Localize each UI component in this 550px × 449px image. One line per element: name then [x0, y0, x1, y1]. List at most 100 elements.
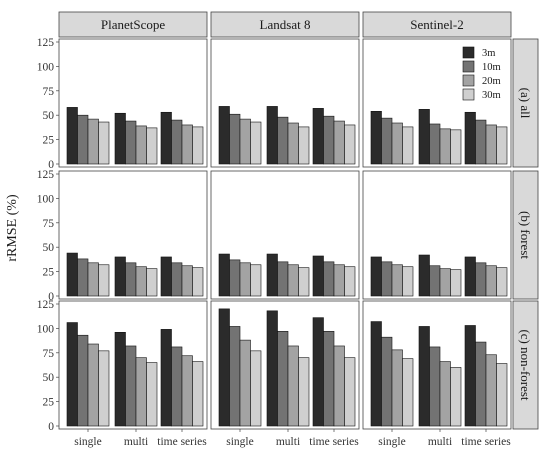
bar-10m-time-series [475, 341, 487, 427]
row-strip-bg [512, 300, 539, 430]
bar-10m-single [77, 258, 89, 297]
legend-label-10m: 10m [482, 62, 501, 73]
bar-30m-time-series [192, 126, 204, 165]
legend-swatch-10m [462, 60, 475, 73]
bar-20m-multi [439, 361, 451, 427]
bar-3m-multi [418, 109, 430, 165]
bar-10m-multi [277, 116, 289, 165]
bar-30m-single [250, 264, 262, 297]
row-strip-label: (a) all [518, 88, 533, 119]
bar-30m-single [98, 264, 110, 297]
bar-10m-single [381, 261, 393, 297]
row-strip-bg [512, 170, 539, 300]
y-axis-title: rRMSE (%) [5, 194, 20, 262]
bar-30m-multi [146, 127, 158, 165]
bar-30m-multi [298, 267, 310, 297]
bar-3m-time-series [160, 329, 172, 427]
row-strip-a-all: (a) all [512, 38, 539, 168]
y-axis-row-0: 0 25 50 75 100 125 [37, 37, 59, 171]
bar-30m-multi [298, 126, 310, 165]
facet-strip-sentinel-2: Sentinel-2 [362, 11, 512, 38]
bar-20m-single [87, 118, 99, 165]
row-strip-bg [512, 38, 539, 168]
y-tick-label: 50 [43, 242, 55, 254]
bar-3m-single [218, 253, 230, 297]
bar-3m-time-series [464, 325, 476, 427]
y-tick-label: 100 [37, 61, 55, 73]
bar-20m-single [391, 349, 403, 427]
bar-10m-single [229, 259, 241, 297]
facet-strip-label: Landsat 8 [260, 17, 311, 32]
bar-10m-multi [125, 345, 137, 427]
x-tick-label: single [226, 436, 253, 448]
y-tick-label: 125 [37, 299, 55, 311]
bar-30m-single [250, 121, 262, 165]
bar-3m-multi [418, 254, 430, 297]
bar-30m-single [402, 358, 414, 427]
x-tick-label: time series [461, 436, 511, 448]
row-strip-label: (b) forest [518, 211, 533, 259]
y-tick-label: 75 [43, 86, 55, 98]
bar-20m-time-series [181, 265, 193, 297]
facet-strip-bg [362, 11, 512, 38]
bar-10m-single [77, 114, 89, 165]
bar-20m-multi [439, 128, 451, 165]
x-tick-label: multi [124, 436, 148, 448]
bar-3m-time-series [312, 317, 324, 427]
bar-20m-multi [287, 122, 299, 165]
y-tick-label: 0 [48, 421, 54, 433]
panel-bars-sentinel-2-a-all [370, 109, 508, 165]
bar-3m-single [66, 252, 78, 297]
bar-30m-time-series [192, 361, 204, 427]
bar-20m-single [87, 343, 99, 427]
bar-10m-multi [277, 261, 289, 297]
facet-strip-planetscope: PlanetScope [58, 11, 208, 38]
bar-30m-single [98, 350, 110, 427]
y-tick-label: 25 [43, 135, 55, 147]
bar-30m-multi [450, 129, 462, 165]
bar-10m-multi [125, 262, 137, 297]
bar-3m-multi [266, 106, 278, 165]
bar-10m-single [381, 336, 393, 427]
x-tick-label: multi [276, 436, 300, 448]
x-axis-planetscope: single multi time series [74, 429, 207, 448]
bar-20m-multi [135, 357, 147, 427]
bar-10m-time-series [171, 119, 183, 165]
x-tick-label: time series [157, 436, 207, 448]
panel-bars-planetscope-c-non-forest [66, 322, 204, 427]
bar-20m-time-series [181, 355, 193, 427]
bar-20m-time-series [485, 354, 497, 427]
panel-bars-sentinel-2-b-forest [370, 254, 508, 297]
bar-20m-single [239, 262, 251, 297]
bar-10m-multi [125, 120, 137, 165]
bar-20m-time-series [333, 264, 345, 297]
bar-20m-single [391, 122, 403, 165]
panel-bars-landsat-8-c-non-forest [218, 308, 356, 427]
bar-20m-multi [287, 345, 299, 427]
legend-label-30m: 30m [482, 90, 501, 101]
y-tick-label: 50 [43, 372, 55, 384]
bar-3m-multi [266, 310, 278, 427]
bar-3m-multi [114, 112, 126, 165]
legend-swatch-3m [462, 46, 475, 59]
bar-20m-time-series [181, 124, 193, 165]
facet-strip-bg [58, 11, 208, 38]
y-axis-row-2: 0 25 50 75 100 125 [37, 299, 59, 433]
bar-10m-time-series [323, 331, 335, 427]
bar-10m-time-series [475, 262, 487, 297]
plot-area: PlanetScope Landsat 8 Sentinel-2 (a) all (b)… [37, 11, 539, 448]
bar-20m-time-series [333, 345, 345, 427]
panel-bars-sentinel-2-c-non-forest [370, 321, 508, 427]
y-tick-label: 0 [48, 159, 54, 171]
bar-10m-single [381, 117, 393, 165]
facet-strip-bg [210, 11, 360, 38]
bar-10m-single [77, 334, 89, 427]
y-tick-label: 125 [37, 37, 55, 49]
bar-30m-multi [298, 357, 310, 427]
bar-30m-time-series [496, 126, 508, 165]
bar-3m-time-series [464, 256, 476, 297]
bar-3m-multi [266, 253, 278, 297]
bar-10m-single [229, 113, 241, 165]
bar-3m-time-series [464, 111, 476, 165]
bar-3m-time-series [312, 255, 324, 297]
